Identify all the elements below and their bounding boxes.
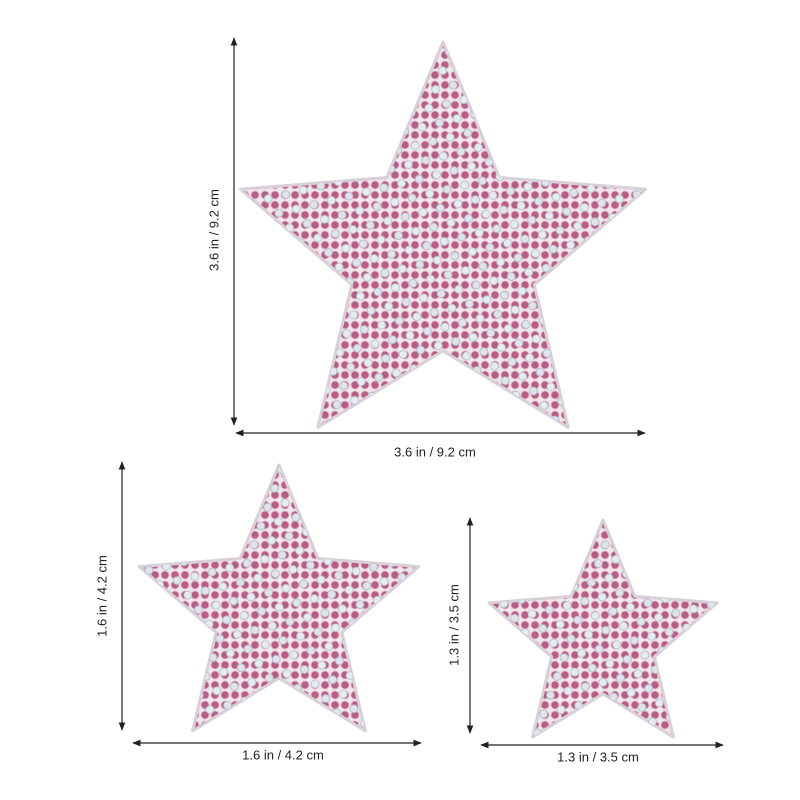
stars (137, 40, 719, 739)
star-highlight (139, 465, 419, 731)
height-label: 1.6 in / 4.2 cm (94, 555, 109, 637)
star-highlight (488, 520, 718, 738)
height-label: 3.6 in / 9.2 cm (206, 189, 221, 271)
width-label: 1.3 in / 3.5 cm (557, 749, 639, 764)
medium-star-dims: 1.6 in / 4.2 cm 1.6 in / 4.2 cm (94, 461, 422, 762)
width-label: 1.6 in / 4.2 cm (242, 747, 324, 762)
large-star-dims: 3.6 in / 9.2 cm 3.6 in / 9.2 cm (206, 37, 646, 459)
small-star-dims: 1.3 in / 3.5 cm 1.3 in / 3.5 cm (446, 517, 724, 764)
width-label: 3.6 in / 9.2 cm (394, 444, 476, 459)
height-label: 1.3 in / 3.5 cm (446, 584, 461, 666)
star-highlight (240, 42, 646, 428)
